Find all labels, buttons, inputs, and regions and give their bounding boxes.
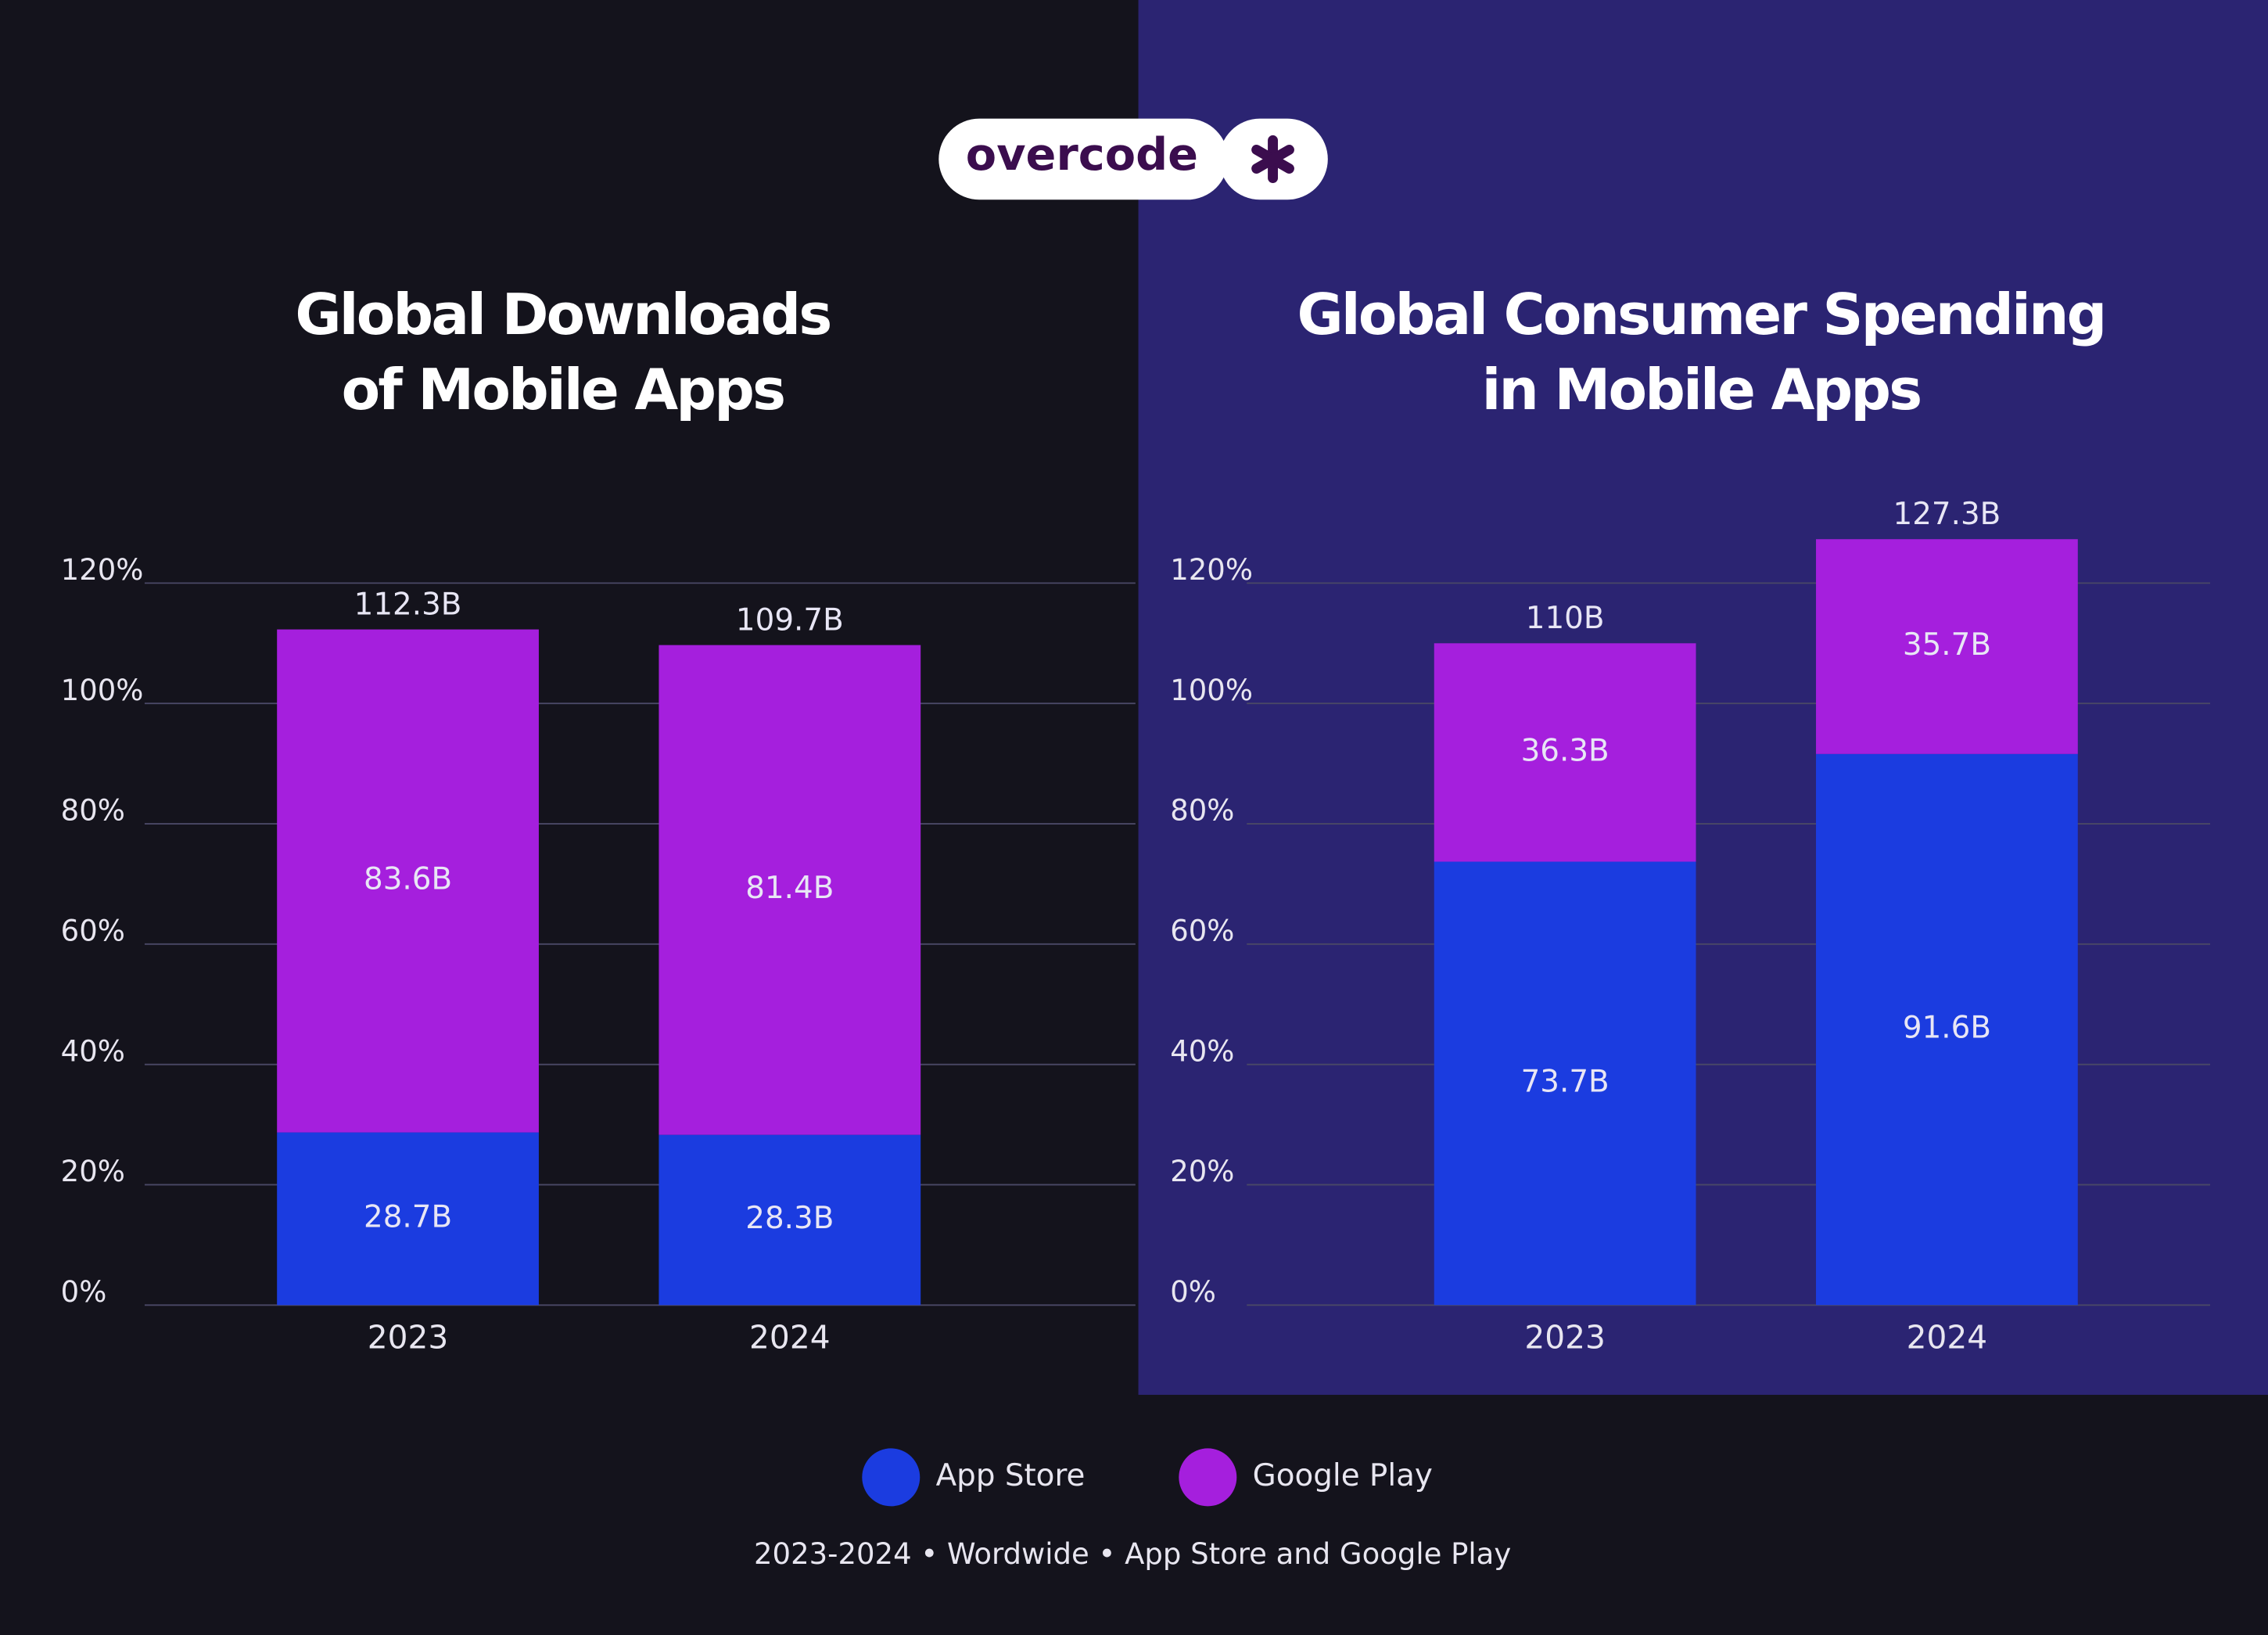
legend-label: App Store [936, 1458, 1086, 1493]
total-label: 127.3B [1893, 497, 2001, 532]
chart-title: Global Downloads [295, 282, 830, 348]
total-label: 112.3B [354, 587, 462, 622]
x-tick-label: 2024 [1907, 1319, 1988, 1357]
y-tick-label: 40% [61, 1034, 125, 1068]
data-label: 28.3B [745, 1201, 834, 1236]
bar-segment [277, 1132, 539, 1306]
total-label: 110B [1526, 601, 1605, 636]
bar-segment [1434, 861, 1696, 1306]
data-label: 81.4B [745, 871, 834, 906]
y-tick-label: 0% [61, 1275, 107, 1309]
right-panel [1138, 0, 2268, 1395]
x-tick-label: 2024 [749, 1319, 831, 1357]
logo-text: overcode [966, 128, 1198, 181]
y-tick-label: 20% [61, 1155, 125, 1188]
data-label: 28.7B [364, 1199, 452, 1234]
chart-title: Global Consumer Spending [1297, 282, 2105, 348]
y-tick-label: 60% [1170, 915, 1234, 948]
y-tick-label: 100% [61, 674, 144, 707]
bar-segment [659, 1134, 921, 1306]
data-label: 35.7B [1903, 627, 1991, 663]
legend-swatch [1179, 1448, 1237, 1507]
legend-label: Google Play [1253, 1458, 1433, 1493]
total-label: 109.7B [736, 602, 844, 638]
logo-pill [938, 118, 1229, 200]
y-tick-label: 120% [61, 553, 144, 587]
bar-segment [277, 629, 539, 1133]
y-tick-label: 60% [61, 915, 125, 948]
data-label: 83.6B [364, 862, 452, 897]
y-tick-label: 80% [61, 794, 125, 828]
data-label: 91.6B [1903, 1011, 1991, 1046]
y-tick-label: 40% [1170, 1034, 1234, 1068]
y-tick-label: 20% [1170, 1155, 1234, 1188]
bar-segment [1816, 539, 2078, 754]
x-tick-label: 2023 [1524, 1319, 1606, 1357]
bar-segment [1816, 753, 2078, 1306]
y-tick-label: 120% [1170, 553, 1253, 587]
y-tick-label: 80% [1170, 794, 1234, 828]
footer: 2023-2024 • Wordwide • App Store and Goo… [754, 1537, 1511, 1571]
x-tick-label: 2023 [368, 1319, 449, 1357]
chart-title: of Mobile Apps [342, 358, 784, 423]
y-tick-label: 0% [1170, 1275, 1216, 1309]
legend-swatch [862, 1448, 920, 1507]
data-label: 36.3B [1521, 733, 1609, 768]
y-tick-label: 100% [1170, 674, 1253, 707]
data-label: 73.7B [1521, 1064, 1609, 1099]
bar-segment [1434, 643, 1696, 862]
logo-asterisk [1251, 135, 1294, 183]
bar-segment [659, 645, 921, 1135]
chart-title: in Mobile Apps [1482, 358, 1921, 423]
